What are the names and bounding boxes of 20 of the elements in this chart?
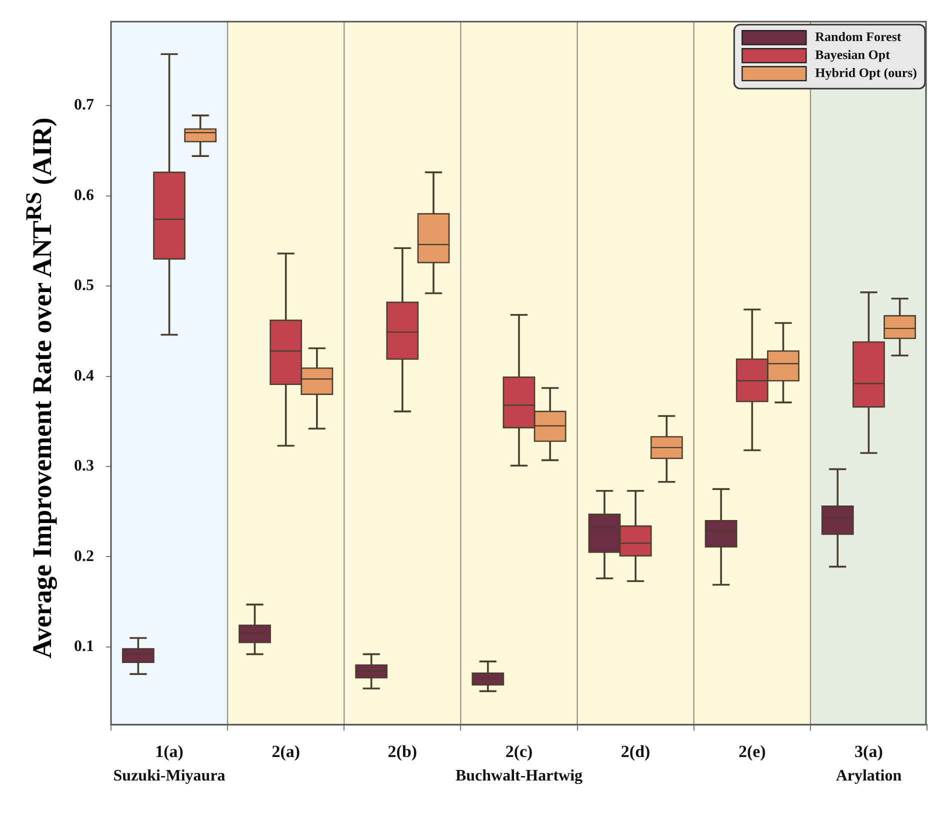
y-tick-label: 0.1 — [74, 638, 94, 656]
x-tick-label: 1(a) — [155, 742, 184, 762]
legend-label: Random Forest — [815, 28, 902, 44]
band-label: Arylation — [836, 768, 902, 785]
y-tick-label: 0.5 — [74, 277, 94, 294]
x-tick-label: 2(e) — [738, 742, 766, 762]
band-label: Suzuki-Miyaura — [113, 768, 226, 785]
x-tick-label: 2(d) — [620, 742, 650, 762]
y-tick-label: 0.7 — [74, 96, 94, 114]
x-tick-label: 3(a) — [854, 742, 883, 762]
x-tick-label: 2(c) — [505, 742, 533, 762]
x-tick-label: 2(b) — [388, 742, 418, 762]
band-label: Buchwalt-Hartwig — [455, 768, 583, 785]
legend-label: Bayesian Opt — [815, 46, 891, 62]
y-tick-label: 0.6 — [74, 186, 94, 204]
y-tick-label: 0.2 — [74, 548, 94, 565]
x-tick-label: 2(a) — [272, 742, 300, 762]
y-tick-label: 0.4 — [74, 367, 94, 384]
legend-label: Hybrid Opt (ours) — [815, 64, 917, 80]
y-tick-label: 0.3 — [74, 458, 94, 475]
